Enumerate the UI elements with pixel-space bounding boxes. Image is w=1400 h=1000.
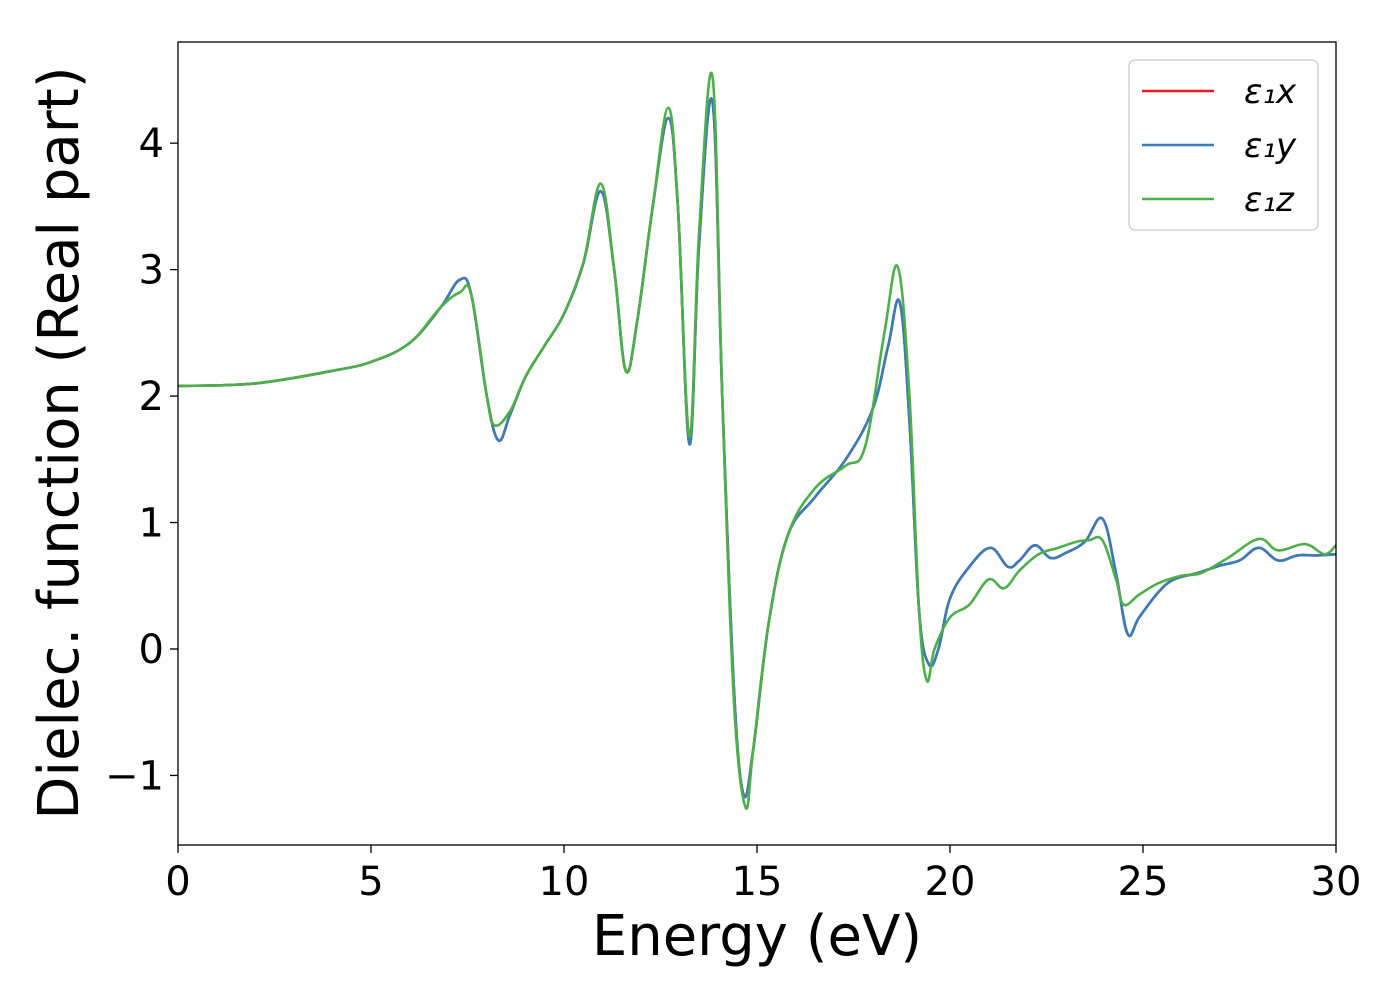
legend-label-ε1x: ε₁x [1244, 72, 1297, 112]
y-tick-label: 3 [139, 248, 164, 294]
legend-box [1128, 59, 1319, 231]
x-axis: 0 5 10 15 20 25 30 [165, 845, 1361, 905]
x-tick-label: 25 [1118, 859, 1169, 905]
legend-label-ε1z: ε₁z [1244, 180, 1295, 220]
x-tick-label: 20 [925, 859, 976, 905]
x-tick-label: 5 [358, 859, 383, 905]
x-tick-label: 15 [732, 859, 783, 905]
series-layer [178, 71, 1336, 810]
y-tick-label: 1 [139, 501, 164, 547]
y-tick-label: 0 [139, 627, 164, 673]
y-tick-label: 4 [139, 121, 164, 167]
x-tick-label: 10 [539, 859, 590, 905]
legend: ε₁x ε₁y ε₁z [1128, 59, 1319, 231]
legend-label-ε1y: ε₁y [1244, 126, 1297, 166]
y-axis: −1 0 1 2 3 4 [105, 121, 178, 799]
y-tick-label: −1 [105, 753, 164, 799]
x-tick-label: 0 [165, 859, 190, 905]
x-tick-label: 30 [1311, 859, 1362, 905]
series-line-ε1z [178, 71, 1336, 810]
x-axis-title: Energy (eV) [592, 904, 922, 969]
y-axis-title: Dielec. function (Real part) [27, 66, 92, 819]
y-tick-label: 2 [139, 374, 164, 420]
